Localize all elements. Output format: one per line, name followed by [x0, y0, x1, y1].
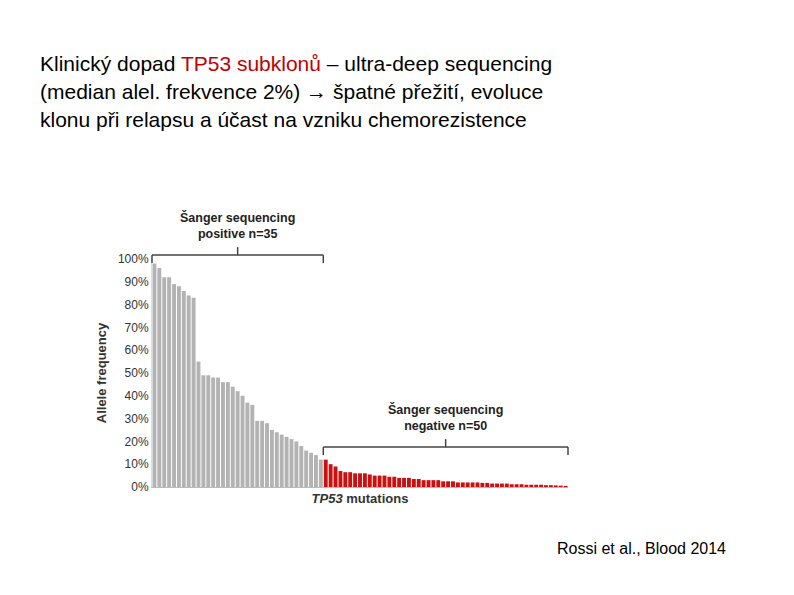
svg-text:30%: 30%	[125, 412, 149, 426]
svg-text:90%: 90%	[125, 275, 149, 289]
svg-text:10%: 10%	[125, 457, 149, 471]
svg-text:60%: 60%	[125, 343, 149, 357]
svg-text:0%: 0%	[131, 480, 149, 494]
svg-text:Šanger sequencingpositive n=35: Šanger sequencingpositive n=35	[180, 210, 295, 241]
svg-text:20%: 20%	[125, 435, 149, 449]
svg-text:40%: 40%	[125, 389, 149, 403]
html-text:Klinický dopad TP53 subklonů –: Klinický dopad TP53 subklonů – ultra-dee…	[40, 52, 553, 75]
svg-text:Allele frequency: Allele frequency	[94, 322, 109, 423]
svg-text:80%: 80%	[125, 298, 149, 312]
svg-text:70%: 70%	[125, 321, 149, 335]
svg-text:Šanger sequencingnegative n=50: Šanger sequencingnegative n=50	[388, 402, 503, 433]
svg-text:TP53 mutations: TP53 mutations	[312, 491, 409, 506]
html-text:(median alel. frekvence 2%) →: (median alel. frekvence 2%) → špatné pře…	[40, 80, 544, 103]
html-text:Rossi et al., Blood 2014: Rossi et al., Blood 2014	[557, 540, 726, 557]
html-text:klonu při relapsu a účast na v: klonu při relapsu a účast na vzniku chem…	[40, 108, 527, 131]
svg-text:100%: 100%	[118, 252, 149, 266]
svg-text:50%: 50%	[125, 366, 149, 380]
